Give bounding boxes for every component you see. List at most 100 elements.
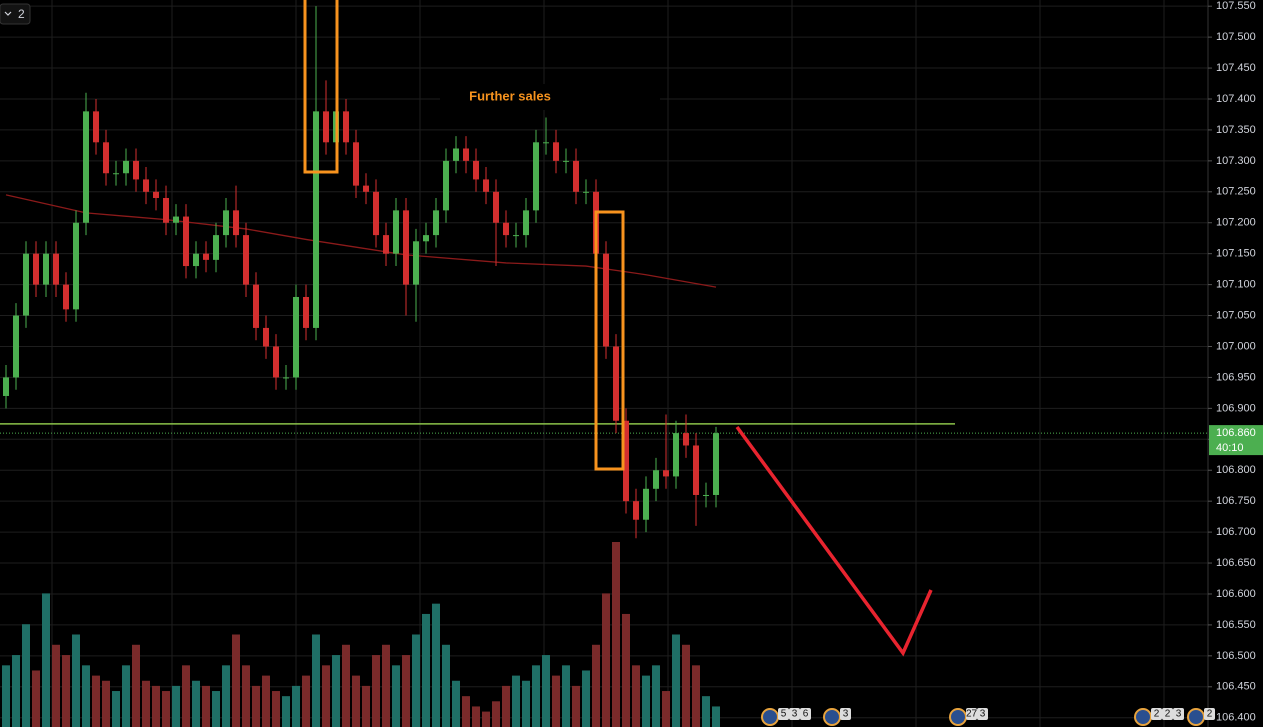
volume-bar [502,685,510,727]
y-tick-label: 106.700 [1216,526,1256,538]
volume-bar [592,644,600,727]
volume-bar [152,685,160,727]
candle-body [633,501,639,520]
volume-bar [692,665,700,727]
candle-body [3,377,9,396]
drawings [303,0,933,657]
candle-body [393,210,399,254]
candle-body [323,111,329,143]
event-badge [1173,708,1184,720]
highlight-box [594,210,625,471]
volume-bar [62,655,70,727]
event-count: 27 [966,709,978,720]
candle-body [203,253,209,260]
candle-body [673,433,679,477]
volume-bar [652,665,660,727]
candle-body [403,210,409,285]
candle-body [93,111,99,143]
candle-body [343,111,349,143]
candle-body [253,284,259,328]
candle-body [353,142,359,186]
event-badge [789,708,800,720]
candle-body [523,210,529,236]
candle-body [653,470,659,489]
candle-body [423,235,429,242]
event-badge [1151,708,1162,720]
candle-body [553,142,559,161]
event-count: 6 [803,709,809,720]
event-count: 3 [792,709,798,720]
candle-body [453,148,459,161]
y-tick-label: 107.200 [1216,217,1256,229]
candle-body [103,142,109,174]
candle-body [73,222,79,310]
volume-bar [252,685,260,727]
y-tick-label: 107.000 [1216,340,1256,352]
volume-bar [322,665,330,727]
candle-body [83,111,89,223]
pane-toggle[interactable]: 2 [0,3,31,25]
volume-bar [222,665,230,727]
candle-body [683,433,689,446]
event-icon [949,708,967,726]
volume-bar [182,665,190,727]
candle-body [643,488,649,520]
candle-body [583,191,589,193]
volume-bar [642,675,650,727]
volume-bar [442,644,450,727]
volume-bar [622,613,630,727]
volume-bar [262,675,270,727]
moving-average [5,194,717,288]
volume-bar [712,706,720,727]
volume-bar [352,675,360,727]
candle-body [23,253,29,316]
volume-bar [612,542,620,727]
volume-bar [602,593,610,727]
event-badge [966,708,977,720]
y-tick-label: 107.450 [1216,62,1256,74]
volume-bar [92,675,100,727]
annotation-bg [440,84,660,110]
volume-bar [192,680,200,727]
candle-body [243,235,249,285]
candle-body [543,142,549,144]
candle-body [143,179,149,192]
volume-bar [552,675,560,727]
event-count: 3 [843,709,849,720]
y-tick-label: 106.500 [1216,650,1256,662]
event-count: 3 [980,709,986,720]
candle-body [213,235,219,260]
candle-body [513,235,519,237]
candle-body [153,191,159,198]
event-badge [800,708,811,720]
volume-bar [42,593,50,727]
volume-bar [202,685,210,727]
candle-body [603,253,609,347]
event-icon [1134,708,1152,726]
candle-body [183,216,189,267]
candle-body [123,160,129,174]
volume-bar [132,644,140,727]
candle-body [193,253,199,267]
volume-bar [662,691,670,727]
event-badge [778,708,789,720]
event-count: 5 [781,709,787,720]
y-tick-label: 106.650 [1216,557,1256,569]
candle-body [303,296,309,328]
volume-bar [372,655,380,727]
chevron [4,11,12,16]
volume-bar [172,685,180,727]
candle-body [533,142,539,211]
event-count: 2 [1165,709,1171,720]
volume-bar [432,603,440,727]
volume-bar [672,634,680,727]
pane-toggle-box[interactable] [0,3,31,25]
volume-bar [312,634,320,727]
forecast-arrow [735,425,933,657]
event-icon [761,708,779,726]
volume-bar [362,685,370,727]
volume-bar [472,706,480,727]
volume-bar [162,691,170,727]
candle-body [233,210,239,236]
